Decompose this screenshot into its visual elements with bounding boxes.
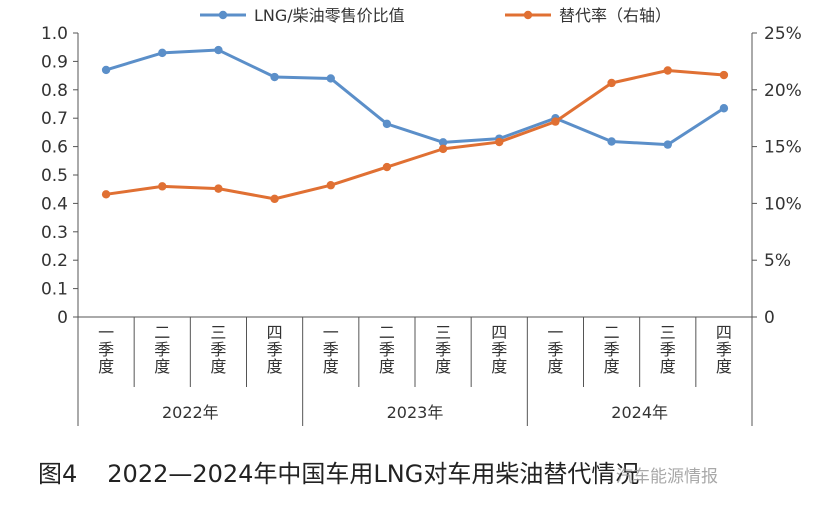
- category-label: 四季度: [491, 323, 507, 376]
- right-axis-ticks: 0 5% 10% 15% 20% 25%: [752, 24, 802, 328]
- series-layer: [101, 45, 729, 204]
- category-label: 一季度: [547, 323, 563, 376]
- year-label: 2022年: [162, 403, 219, 422]
- category-label: 一季度: [98, 323, 114, 376]
- series-2-point: [158, 182, 167, 191]
- series-2-point: [101, 190, 111, 199]
- category-label: 三季度: [210, 323, 226, 376]
- series-1-point: [270, 72, 279, 82]
- series-2-point: [326, 181, 335, 190]
- right-tick-label: 15%: [764, 138, 802, 158]
- left-tick-label: 0.7: [41, 109, 68, 129]
- series-1-point: [101, 65, 111, 75]
- watermark: 汽车能源情报: [616, 467, 718, 487]
- legend-swatch-marker: [218, 10, 228, 20]
- left-axis-ticks: 0 0.1 0.2 0.3 0.4 0.5 0.6 0.7 0.8 0.9 1.0: [41, 24, 78, 328]
- year-label: 2024年: [611, 403, 668, 422]
- category-label: 一季度: [323, 323, 339, 376]
- chart: LNG/柴油零售价比值 替代率（右轴） 0 0.1 0.2 0.3 0.4 0.5 0.6 0.…: [41, 6, 802, 426]
- legend-label: 替代率（右轴）: [559, 6, 671, 25]
- category-label: 四季度: [716, 323, 732, 376]
- legend: LNG/柴油零售价比值 替代率（右轴）: [200, 6, 671, 25]
- category-label: 二季度: [604, 323, 620, 376]
- left-tick-label: 0.6: [41, 138, 68, 158]
- left-tick-label: 0.1: [41, 280, 68, 300]
- left-tick-label: 0.2: [41, 251, 68, 271]
- category-label: 三季度: [435, 323, 451, 376]
- left-tick-label: 0.5: [41, 166, 68, 186]
- year-label: 2023年: [387, 403, 444, 422]
- category-label: 三季度: [660, 323, 676, 376]
- series-1-point: [438, 138, 448, 147]
- x-axis-labels: 一季度 二季度 三季度 四季度 一季度 二季度 三季度 四季度 一季度 二季度 三季度 四季度 2022…: [77, 317, 753, 426]
- right-tick-label: 10%: [764, 194, 802, 214]
- series-1-point: [607, 137, 616, 146]
- legend-label: LNG/柴油零售价比值: [254, 6, 405, 25]
- legend-swatch-marker: [523, 10, 533, 20]
- series-2-point: [719, 70, 729, 80]
- series-2-point: [607, 78, 616, 88]
- series-2-point: [551, 117, 560, 126]
- right-tick-label: 20%: [764, 81, 802, 101]
- right-tick-label: 25%: [764, 24, 802, 44]
- category-label: 二季度: [154, 323, 170, 376]
- series-1-point: [719, 104, 729, 113]
- right-tick-label: 0: [764, 308, 775, 328]
- series-2-point: [382, 162, 392, 172]
- figure-number: 图4: [38, 460, 78, 488]
- series-2-point: [214, 184, 223, 193]
- right-tick-label: 5%: [764, 251, 791, 271]
- left-tick-label: 0: [57, 308, 68, 328]
- figure-caption: 图4 2022—2024年中国车用LNG对车用柴油替代情况: [38, 454, 639, 489]
- series-2-point: [663, 66, 672, 75]
- series-1-point: [663, 140, 672, 149]
- series-1-point: [382, 119, 392, 129]
- series-line-1: [104, 48, 726, 147]
- series-1-point: [326, 74, 335, 83]
- category-label: 二季度: [379, 323, 395, 376]
- category-label: 四季度: [267, 323, 283, 376]
- left-tick-label: 0.3: [41, 223, 68, 243]
- left-tick-label: 0.9: [41, 52, 68, 72]
- left-tick-label: 1.0: [41, 24, 68, 44]
- series-2-point: [270, 194, 279, 204]
- series-2-point: [438, 144, 448, 154]
- series-1-point: [158, 48, 167, 58]
- left-tick-label: 0.8: [41, 81, 68, 101]
- left-tick-label: 0.4: [41, 194, 68, 214]
- series-1-point: [214, 45, 223, 55]
- series-2-point: [495, 137, 504, 147]
- figure-caption-text: 2022—2024年中国车用LNG对车用柴油替代情况: [107, 460, 640, 488]
- series-line-2: [104, 68, 726, 201]
